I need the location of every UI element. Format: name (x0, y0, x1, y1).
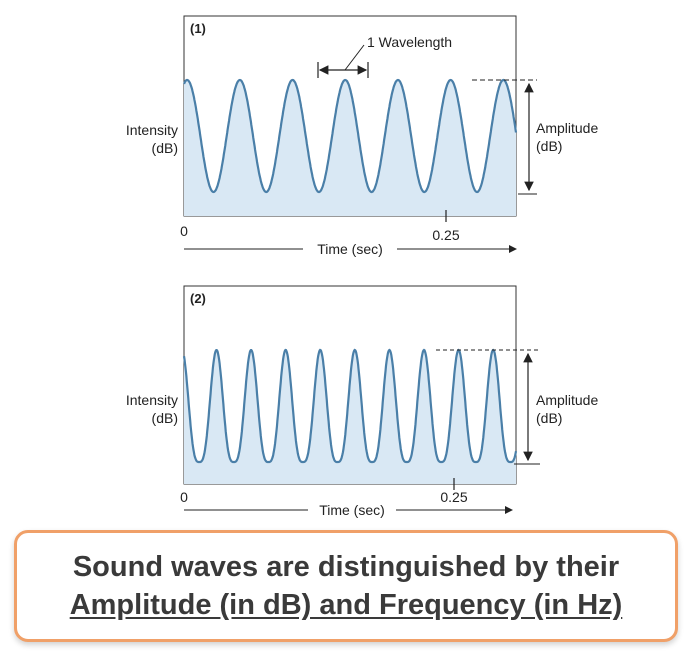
panel-label: (2) (190, 291, 206, 306)
y-axis-label-line2: (dB) (152, 140, 178, 156)
x-axis-label: Time (sec) (317, 241, 383, 257)
x-tick-025: 0.25 (440, 489, 467, 505)
panel-label: (1) (190, 21, 206, 36)
waveform-fill (184, 80, 516, 216)
waveform-fill (184, 350, 516, 484)
x-tick-0: 0 (180, 223, 188, 239)
waveform-line (183, 78, 518, 194)
amplitude-label-line1: Amplitude (536, 120, 598, 136)
amplitude-label-line2: (dB) (536, 410, 562, 426)
wavelength-label: 1 Wavelength (367, 34, 452, 50)
waveform-diagram-1: (1) 1 Wavelength Intensity (dB) Amplitud… (126, 15, 598, 257)
caption-line-2: Amplitude (in dB) and Frequency (in Hz) (69, 589, 623, 621)
y-axis-label-line1: Intensity (126, 122, 178, 138)
waveform-panel-2: (2) Intensity (dB) Amplitude (dB) 0 0.25… (0, 270, 700, 520)
caption-box: Sound waves are distinguished by their A… (14, 530, 678, 642)
x-tick-0: 0 (180, 489, 188, 505)
y-axis-label-line1: Intensity (126, 392, 178, 408)
caption-line-1: Sound waves are distinguished by their (72, 551, 620, 583)
waveform-diagram-2: (2) Intensity (dB) Amplitude (dB) 0 0.25… (126, 285, 598, 518)
x-tick-025: 0.25 (432, 227, 459, 243)
waveform-line (182, 348, 518, 464)
waveform-panel-1: (1) 1 Wavelength Intensity (dB) Amplitud… (0, 0, 700, 268)
wavelength-leader (344, 44, 365, 71)
y-axis-label-line2: (dB) (152, 410, 178, 426)
amplitude-label-line1: Amplitude (536, 392, 598, 408)
amplitude-label-line2: (dB) (536, 138, 562, 154)
x-axis-label: Time (sec) (319, 502, 385, 518)
